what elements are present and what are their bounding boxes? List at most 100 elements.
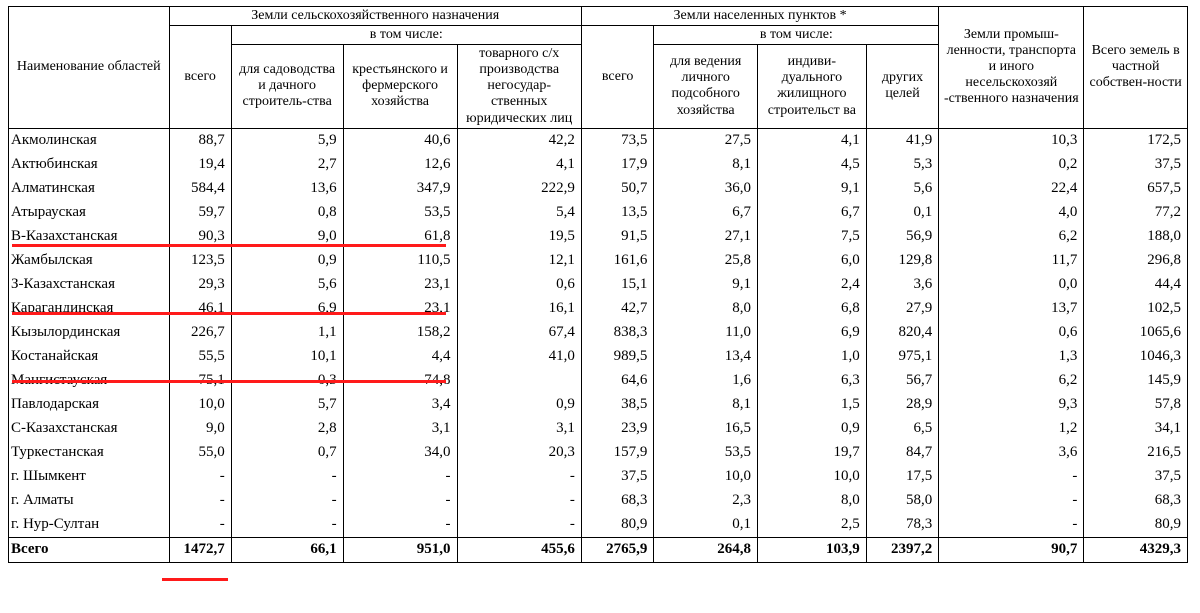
col-agri-commodity: товарного с/х производства негосудар-ств…: [457, 45, 581, 128]
cell-value: -: [457, 489, 581, 513]
col-region: Наименование областей: [9, 7, 170, 129]
cell-value: 13,7: [939, 297, 1084, 321]
table-row: Костанайская55,510,14,441,0989,513,41,09…: [9, 345, 1188, 369]
col-agri-total: всего: [169, 26, 231, 129]
cell-value: 9,0: [231, 225, 343, 249]
cell-value: 2,5: [757, 513, 866, 538]
cell-value: 3,6: [939, 441, 1084, 465]
cell-value: 19,4: [169, 153, 231, 177]
cell-value: 10,0: [169, 393, 231, 417]
cell-value: 0,8: [231, 201, 343, 225]
cell-value: 23,1: [343, 273, 457, 297]
cell-value: 58,0: [866, 489, 939, 513]
cell-value: 56,9: [866, 225, 939, 249]
cell-value: 110,5: [343, 249, 457, 273]
cell-value: -: [343, 489, 457, 513]
cell-value: 10,1: [231, 345, 343, 369]
cell-value: 6,9: [757, 321, 866, 345]
table-row: г. Шымкент----37,510,010,017,5-37,5: [9, 465, 1188, 489]
highlight-bar: [162, 578, 228, 581]
cell-value: 88,7: [169, 128, 231, 153]
cell-value: -: [457, 465, 581, 489]
cell-value: 10,0: [654, 465, 758, 489]
cell-value: 80,9: [1084, 513, 1188, 538]
col-settle-sub: в том числе:: [654, 26, 939, 45]
cell-value: 11,7: [939, 249, 1084, 273]
cell-value: 296,8: [1084, 249, 1188, 273]
cell-value: 8,1: [654, 393, 758, 417]
cell-value: 820,4: [866, 321, 939, 345]
cell-value: 13,4: [654, 345, 758, 369]
cell-value: 5,7: [231, 393, 343, 417]
cell-value: -: [231, 513, 343, 538]
cell-value: 64,6: [581, 369, 654, 393]
cell-value: 4,1: [757, 128, 866, 153]
col-total-private: Всего земель в частной собствен-ности: [1084, 7, 1188, 129]
cell-value: 838,3: [581, 321, 654, 345]
cell-value: 8,0: [757, 489, 866, 513]
cell-value: 1,1: [231, 321, 343, 345]
cell-value: 2397,2: [866, 537, 939, 562]
cell-value: 16,1: [457, 297, 581, 321]
table-row: С-Казахстанская9,02,83,13,123,916,50,96,…: [9, 417, 1188, 441]
cell-value: 1046,3: [1084, 345, 1188, 369]
cell-value: 3,1: [343, 417, 457, 441]
cell-value: 145,9: [1084, 369, 1188, 393]
region-name: В-Казахстанская: [9, 225, 170, 249]
cell-value: 657,5: [1084, 177, 1188, 201]
table-row: Атырауская59,70,853,55,413,56,76,70,14,0…: [9, 201, 1188, 225]
col-settle-housing: индиви-дуального жилищного строительст в…: [757, 45, 866, 128]
cell-value: 36,0: [654, 177, 758, 201]
cell-value: 90,3: [169, 225, 231, 249]
region-name: С-Казахстанская: [9, 417, 170, 441]
table-body: Акмолинская88,75,940,642,273,527,54,141,…: [9, 128, 1188, 562]
cell-value: 7,5: [757, 225, 866, 249]
cell-value: 5,3: [866, 153, 939, 177]
region-name-total: Всего: [9, 537, 170, 562]
region-name: г. Шымкент: [9, 465, 170, 489]
region-name: Костанайская: [9, 345, 170, 369]
cell-value: 25,8: [654, 249, 758, 273]
cell-value: 42,2: [457, 128, 581, 153]
cell-value: 1065,6: [1084, 321, 1188, 345]
cell-value: 2,8: [231, 417, 343, 441]
region-name: г. Алматы: [9, 489, 170, 513]
cell-value: 6,0: [757, 249, 866, 273]
cell-value: 11,0: [654, 321, 758, 345]
table-row: Кызылординская226,71,1158,267,4838,311,0…: [9, 321, 1188, 345]
cell-value: 102,5: [1084, 297, 1188, 321]
cell-value: 5,6: [866, 177, 939, 201]
table-head: Наименование областей Земли сельскохозяй…: [9, 7, 1188, 129]
cell-value: 41,0: [457, 345, 581, 369]
region-name: Мангистауская: [9, 369, 170, 393]
region-name: Атырауская: [9, 201, 170, 225]
cell-value: 6,5: [866, 417, 939, 441]
cell-value: 10,0: [757, 465, 866, 489]
cell-value: 66,1: [231, 537, 343, 562]
cell-value: 17,5: [866, 465, 939, 489]
cell-value: 17,9: [581, 153, 654, 177]
cell-value: 84,7: [866, 441, 939, 465]
cell-value: 27,9: [866, 297, 939, 321]
cell-value: 80,9: [581, 513, 654, 538]
cell-value: 6,7: [654, 201, 758, 225]
cell-value: 37,5: [1084, 465, 1188, 489]
table-row: Алматинская584,413,6347,9222,950,736,09,…: [9, 177, 1188, 201]
region-name: Карагандинская: [9, 297, 170, 321]
cell-value: 23,1: [343, 297, 457, 321]
cell-value: 67,4: [457, 321, 581, 345]
cell-value: 4329,3: [1084, 537, 1188, 562]
cell-value: 46,1: [169, 297, 231, 321]
cell-value: 13,6: [231, 177, 343, 201]
cell-value: 4,0: [939, 201, 1084, 225]
table-row: З-Казахстанская29,35,623,10,615,19,12,43…: [9, 273, 1188, 297]
cell-value: 0,1: [654, 513, 758, 538]
cell-value: 34,0: [343, 441, 457, 465]
table-row: Павлодарская10,05,73,40,938,58,11,528,99…: [9, 393, 1188, 417]
cell-value: 222,9: [457, 177, 581, 201]
col-settle-personal: для ведения личного подсобного хозяйства: [654, 45, 758, 128]
cell-value: 103,9: [757, 537, 866, 562]
cell-value: 455,6: [457, 537, 581, 562]
cell-value: 6,9: [231, 297, 343, 321]
cell-value: 2,3: [654, 489, 758, 513]
